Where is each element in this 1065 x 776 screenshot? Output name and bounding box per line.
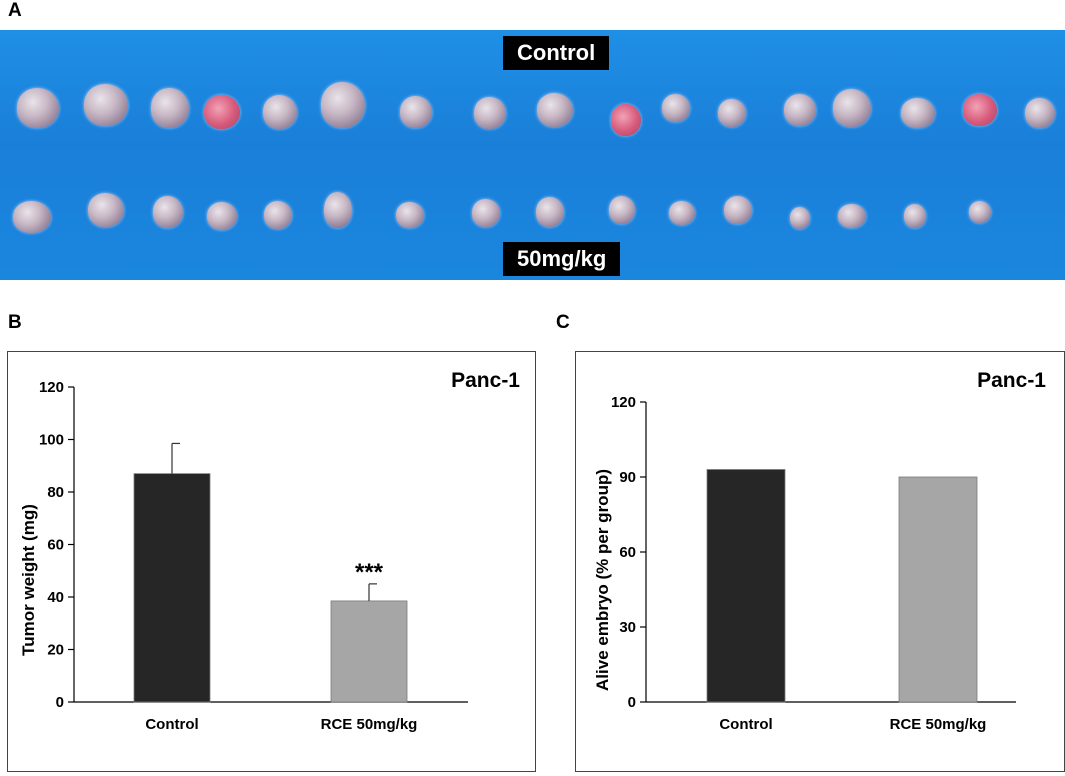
- y-tick-label: 0: [628, 694, 636, 711]
- chart-b: Panc-1 Tumor weight (mg) 0 20 40 60 80 100 120…: [19, 369, 520, 733]
- photo-label-dose: 50mg/kg: [503, 242, 621, 276]
- tumor-bottom-5: [264, 201, 292, 229]
- y-tick-label: 80: [47, 484, 64, 501]
- y-tick-label: 20: [47, 642, 64, 659]
- y-tick-label: 30: [619, 619, 636, 636]
- tumor-bottom-11: [669, 201, 695, 225]
- y-tick-label: 100: [39, 432, 64, 449]
- y-axis-label: Alive embryo (% per group): [593, 469, 612, 691]
- y-tick-label: 0: [56, 694, 64, 711]
- tumor-top-7: [400, 96, 432, 128]
- tumor-top-10: [611, 104, 641, 136]
- tumor-top-3: [151, 88, 189, 128]
- y-tick-label: 120: [611, 394, 636, 411]
- y-tick-label: 40: [47, 589, 64, 606]
- x-category-label: RCE 50mg/kg: [890, 716, 987, 733]
- tumor-bottom-10: [609, 196, 635, 224]
- significance-label: ***: [355, 559, 384, 586]
- panel-letter-a: A: [8, 0, 22, 21]
- chart-c-frame: Panc-1 Alive embryo (% per group) 0 30 60 9…: [575, 351, 1065, 772]
- tumor-bottom-3: [153, 196, 183, 228]
- tumor-bottom-1: [13, 201, 51, 233]
- y-axis-label: Tumor weight (mg): [19, 504, 38, 656]
- tumor-bottom-14: [838, 204, 866, 228]
- tumor-top-4: [204, 95, 240, 129]
- tumor-top-16: [963, 94, 997, 126]
- tumor-top-15: [901, 98, 935, 128]
- chart-title: Panc-1: [977, 369, 1046, 392]
- tumor-bottom-2: [88, 193, 124, 227]
- tumor-top-6: [321, 82, 365, 128]
- y-tick-label: 90: [619, 469, 636, 486]
- chart-b-frame: Panc-1 Tumor weight (mg) 0 20 40 60 80 100 120…: [7, 351, 536, 772]
- tumor-top-13: [784, 94, 816, 126]
- photo-label-control: Control: [503, 36, 610, 70]
- tumor-photo: Control 50mg/kg: [0, 30, 1065, 280]
- tumor-top-12: [718, 99, 746, 127]
- tumor-bottom-4: [207, 202, 237, 230]
- bar-2: [898, 476, 978, 703]
- tumor-bottom-7: [396, 202, 424, 228]
- tumor-top-9: [537, 93, 573, 127]
- tumor-top-1: [17, 88, 59, 128]
- tumor-bottom-16: [969, 201, 991, 223]
- y-tick-label: 60: [619, 544, 636, 561]
- tumor-top-11: [662, 94, 690, 122]
- bar-1: [706, 469, 786, 703]
- tumor-bottom-9: [536, 197, 564, 227]
- tumor-bottom-6: [324, 192, 352, 228]
- x-category-label: Control: [145, 716, 198, 733]
- tumor-top-14: [833, 89, 871, 127]
- panel-letter-b: B: [8, 312, 22, 333]
- chart-title: Panc-1: [451, 369, 520, 392]
- chart-c: Panc-1 Alive embryo (% per group) 0 30 60 9…: [593, 369, 1046, 733]
- tumor-top-17: [1025, 98, 1055, 128]
- tumor-bottom-12: [724, 196, 752, 224]
- y-tick-label: 60: [47, 537, 64, 554]
- panel-letter-c: C: [556, 312, 570, 333]
- bar-2: [330, 600, 408, 703]
- tumor-bottom-13: [790, 207, 810, 229]
- tumor-top-2: [84, 84, 128, 126]
- x-category-label: Control: [719, 716, 772, 733]
- tumor-top-5: [263, 95, 297, 129]
- x-category-label: RCE 50mg/kg: [321, 716, 418, 733]
- bar-1: [133, 473, 211, 703]
- tumor-top-8: [474, 97, 506, 129]
- tumor-bottom-15: [904, 204, 926, 228]
- tumor-bottom-8: [472, 199, 500, 227]
- y-tick-label: 120: [39, 379, 64, 396]
